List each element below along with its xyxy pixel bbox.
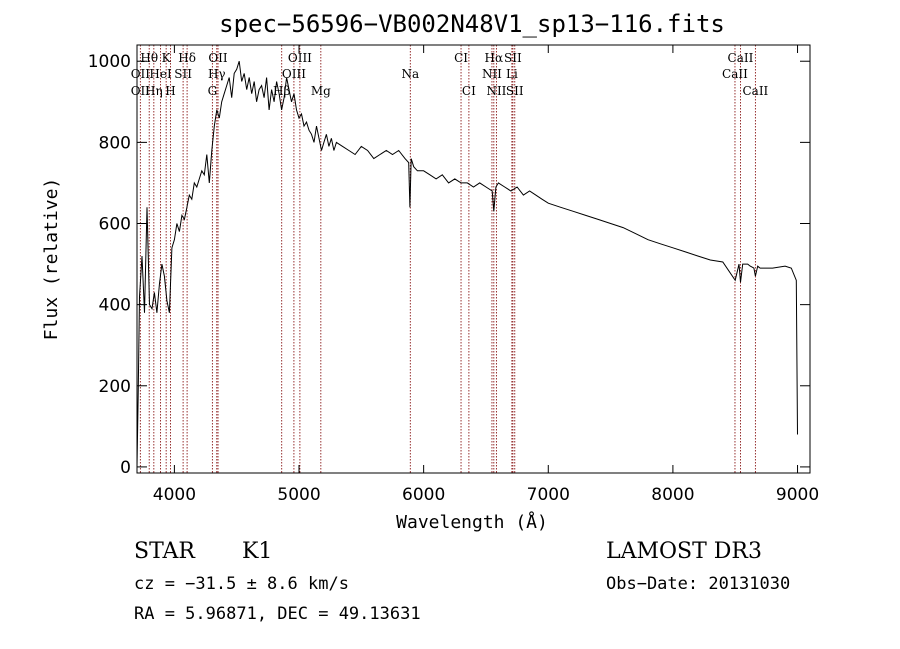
spectral-line-label: OII xyxy=(208,51,228,65)
spectral-line-label: HeI xyxy=(149,67,172,81)
spectral-marker-lines xyxy=(139,45,756,473)
x-tick-label: 9000 xyxy=(776,485,819,505)
y-tick-label: 200 xyxy=(99,377,131,397)
object-class: STAR xyxy=(134,539,195,564)
x-tick-label: 6000 xyxy=(402,485,445,505)
x-tick-label: 8000 xyxy=(651,485,694,505)
spectral-line-label: NII xyxy=(482,67,502,81)
spectral-line-label: SII xyxy=(506,84,524,98)
axis-ticks: 4000 5000 6000 7000 8000 9000 0 200 400 600 800 100… xyxy=(88,45,819,505)
spectral-line-label: Hα xyxy=(485,51,504,65)
spectral-line-label: NII xyxy=(486,84,506,98)
spectral-line-label: G xyxy=(208,84,218,98)
spectral-line-label: Li xyxy=(506,67,518,81)
x-tick-label: 7000 xyxy=(527,485,570,505)
y-tick-label: 800 xyxy=(99,133,131,153)
spectral-line-label: Hη xyxy=(145,84,163,98)
spectral-line-label: Na xyxy=(401,67,419,81)
y-tick-label: 0 xyxy=(120,458,131,478)
x-tick-label: 5000 xyxy=(277,485,320,505)
spectral-line-label: OII xyxy=(131,67,151,81)
plot-frame xyxy=(136,44,811,474)
x-tick-label: 4000 xyxy=(153,485,196,505)
x-axis-label: Wavelength (Å) xyxy=(396,511,548,533)
chart-title: spec−56596−VB002N48V1_sp13−116.fits xyxy=(219,10,725,38)
y-tick-label: 1000 xyxy=(88,52,131,72)
y-axis-label: Flux (relative) xyxy=(41,178,62,341)
spectral-line-label: SII xyxy=(504,51,522,65)
spectrum-line xyxy=(136,61,798,467)
spectral-line-label: OIII xyxy=(288,51,312,65)
spectral-line-label: CI xyxy=(462,84,476,98)
y-tick-label: 600 xyxy=(99,215,131,235)
spectral-line-label: CaII xyxy=(728,51,754,65)
spectral-line-label: Hγ xyxy=(208,67,226,81)
spectral-line-label: H xyxy=(165,84,175,98)
spectral-line-label: CaII xyxy=(742,84,768,98)
survey-name: LAMOST DR3 xyxy=(606,539,762,564)
spectral-line-label: K xyxy=(162,51,172,65)
observation-date: Obs−Date: 20131030 xyxy=(606,574,791,594)
spectral-line-label: CI xyxy=(454,51,468,65)
y-tick-label: 400 xyxy=(99,296,131,316)
spectral-line-label: OII xyxy=(131,84,151,98)
redshift-cz: cz = −31.5 ± 8.6 km/s xyxy=(134,574,349,594)
spectral-line-label: OIII xyxy=(282,67,306,81)
object-subclass: K1 xyxy=(242,539,273,564)
spectral-line-label: SII xyxy=(174,67,192,81)
spectral-line-label: Hδ xyxy=(178,51,196,65)
spectral-line-label: Hθ xyxy=(140,51,158,65)
spectral-line-label: Mg xyxy=(311,84,331,98)
spectral-line-label: CaII xyxy=(722,67,748,81)
coordinates: RA = 5.96871, DEC = 49.13631 xyxy=(134,604,421,624)
